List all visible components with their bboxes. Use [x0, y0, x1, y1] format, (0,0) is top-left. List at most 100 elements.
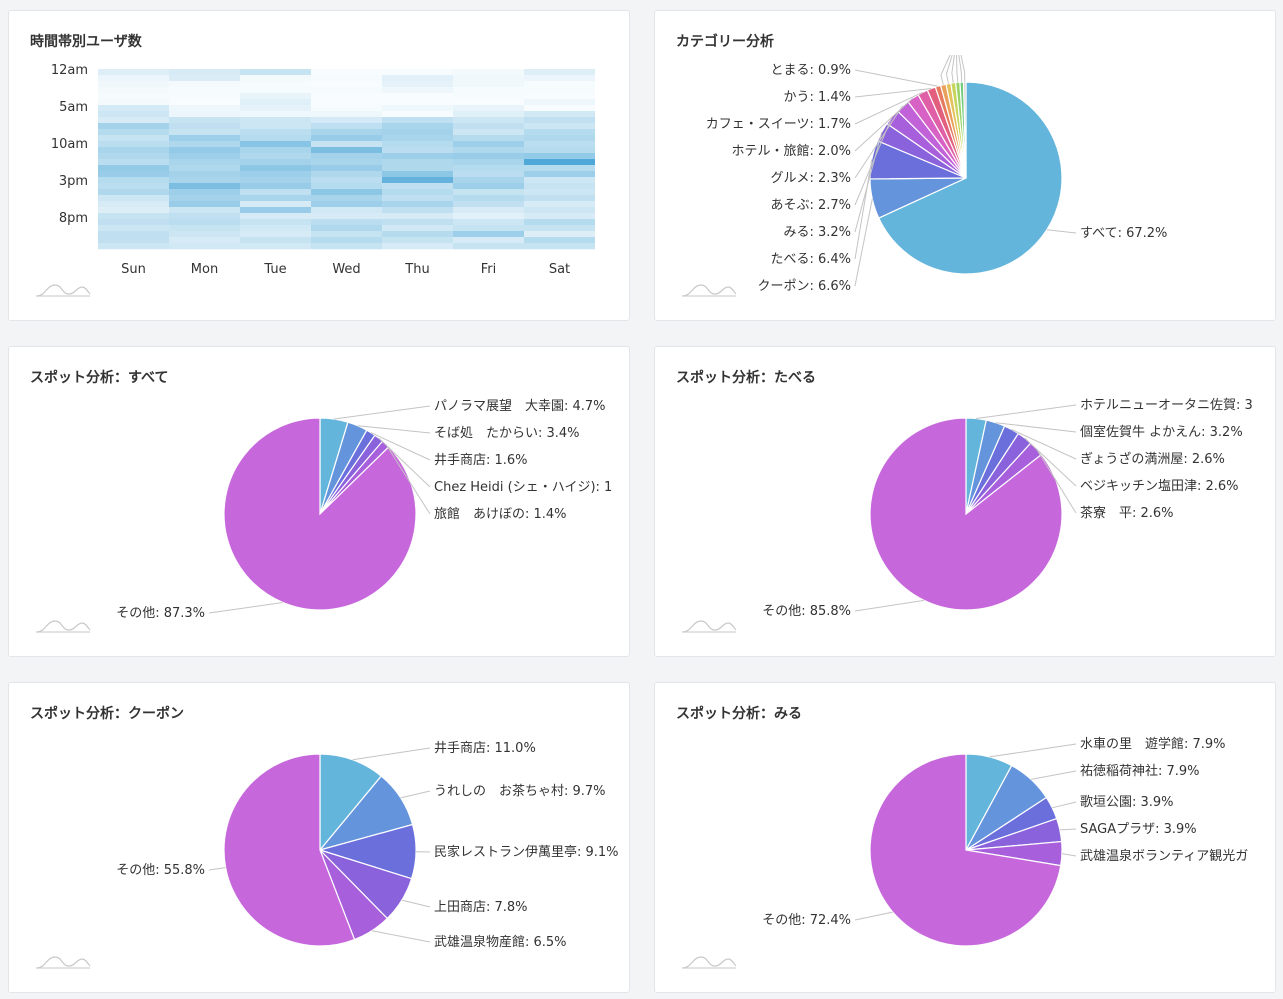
heatmap-x-tick-label: Thu: [404, 262, 429, 277]
heatmap-cell: [311, 153, 382, 160]
pie-slice[interactable]: [223, 417, 417, 611]
heatmap-cell: [311, 243, 382, 250]
heatmap-cell: [169, 81, 240, 88]
pie-slice-label: たべる: 6.4%: [770, 252, 851, 267]
heatmap-cell: [382, 117, 453, 124]
heatmap-cell: [169, 207, 240, 214]
heatmap-cell: [311, 129, 382, 136]
pie-label-connector: [854, 159, 873, 260]
heatmap-x-tick-label: Fri: [481, 262, 497, 277]
pie-slice-label: ぎょうざの満洲屋: 2.6%: [1080, 451, 1225, 467]
heatmap-cell: [169, 141, 240, 148]
pie-label-connector: [371, 930, 431, 943]
heatmap-cell: [453, 213, 524, 220]
pie-slice[interactable]: [223, 753, 356, 947]
heatmap-cell: [240, 237, 311, 244]
heatmap-cell: [240, 171, 311, 178]
heatmap-cell: [98, 219, 169, 226]
pie-slice-label: 個室佐賀牛 よかえん: 3.2%: [1080, 424, 1243, 440]
heatmap-cell: [453, 69, 524, 76]
heatmap-cell: [169, 117, 240, 124]
heatmap-cell: [382, 207, 453, 214]
heatmap-cell: [311, 225, 382, 232]
heatmap-cell: [98, 201, 169, 208]
heatmap-cell: [240, 117, 311, 124]
pie-label-connector: [357, 425, 431, 434]
pie-slice-label: とまる: 0.9%: [770, 63, 851, 78]
pie-label-connector: [1024, 437, 1077, 487]
heatmap-cell: [240, 207, 311, 214]
heatmap-cell: [311, 87, 382, 94]
heatmap-cell: [240, 75, 311, 82]
pie-slice-label: その他: 85.8%: [762, 604, 851, 619]
heatmap-cell: [524, 135, 595, 142]
heatmap-cell: [453, 183, 524, 190]
heatmap-cell: [453, 159, 524, 166]
heatmap-cell: [453, 207, 524, 214]
pie-slice-label: パノラマ展望 大幸園: 4.7%: [434, 398, 606, 414]
heatmap-cell: [382, 171, 453, 178]
pie-slice-label: あそぶ: 2.7%: [770, 198, 851, 213]
heatmap-cell: [524, 171, 595, 178]
heatmap-cell: [169, 243, 240, 250]
heatmap-cell: [98, 243, 169, 250]
heatmap-cell: [524, 177, 595, 184]
heatmap-cell: [311, 147, 382, 154]
heatmap-cell: [240, 153, 311, 160]
heatmap-cell: [240, 123, 311, 130]
pie-slice-label: その他: 72.4%: [762, 913, 851, 928]
heatmap-cell: [524, 123, 595, 130]
heatmap-cell: [311, 237, 382, 244]
heatmap-cell: [382, 93, 453, 100]
pie-label-connector: [334, 405, 431, 420]
heatmap-cell: [240, 111, 311, 118]
heatmap-cell: [98, 159, 169, 166]
heatmap-cell: [311, 135, 382, 142]
heatmap-cell: [169, 225, 240, 232]
heatmap-cell: [169, 105, 240, 112]
pie-label-connector: [960, 54, 966, 83]
pie-slice-label: かう: 1.4%: [783, 90, 851, 105]
heatmap-cell: [311, 195, 382, 202]
pie-slice-label: 水車の里 遊学館: 7.9%: [1080, 736, 1226, 752]
heatmap-cell: [169, 165, 240, 172]
pie-label-connector: [1035, 448, 1077, 514]
heatmap-cell: [169, 75, 240, 82]
heatmap-cell: [382, 165, 453, 172]
heatmap-cell: [382, 201, 453, 208]
pie-label-connector: [1046, 229, 1077, 234]
pie-slice[interactable]: [869, 417, 1063, 611]
heatmap-cell: [311, 213, 382, 220]
heatmap-cell: [382, 243, 453, 250]
heatmap-cell: [382, 135, 453, 142]
pie-label-connector: [995, 422, 1077, 433]
pie-label-connector: [385, 443, 431, 515]
pie-label-connector: [854, 911, 893, 921]
pie-label-connector: [370, 432, 431, 461]
heatmap-cell: [98, 213, 169, 220]
pie-slice[interactable]: [319, 753, 383, 852]
chart-watermark-icon: [682, 620, 737, 633]
heatmap-cell: [524, 243, 595, 250]
pie-slice-label: Chez Heidi (シェ・ハイジ): 1: [434, 480, 612, 495]
heatmap-cell: [524, 189, 595, 196]
heatmap-cell: [240, 105, 311, 112]
heatmap-title: 時間帯別ユーザ数: [30, 34, 142, 50]
heatmap-cell: [240, 87, 311, 94]
heatmap-cell: [98, 177, 169, 184]
pie-slice[interactable]: [962, 81, 967, 179]
heatmap-cell: [524, 129, 595, 136]
heatmap-cell: [524, 111, 595, 118]
chart-watermark-icon: [36, 956, 91, 969]
heatmap-x-tick-label: Sat: [549, 262, 570, 277]
heatmap-cell: [240, 93, 311, 100]
heatmap-cell: [453, 105, 524, 112]
pie-slice-label: 井手商店: 11.0%: [434, 741, 536, 756]
pie-slice[interactable]: [877, 81, 1063, 275]
pie-label-connector: [951, 54, 955, 83]
pie-slice-label: 民家レストラン伊萬里亭: 9.1%: [434, 844, 619, 860]
heatmap-cell: [524, 159, 595, 166]
heatmap-cell: [524, 201, 595, 208]
heatmap-cell: [453, 87, 524, 94]
heatmap-cell: [311, 81, 382, 88]
